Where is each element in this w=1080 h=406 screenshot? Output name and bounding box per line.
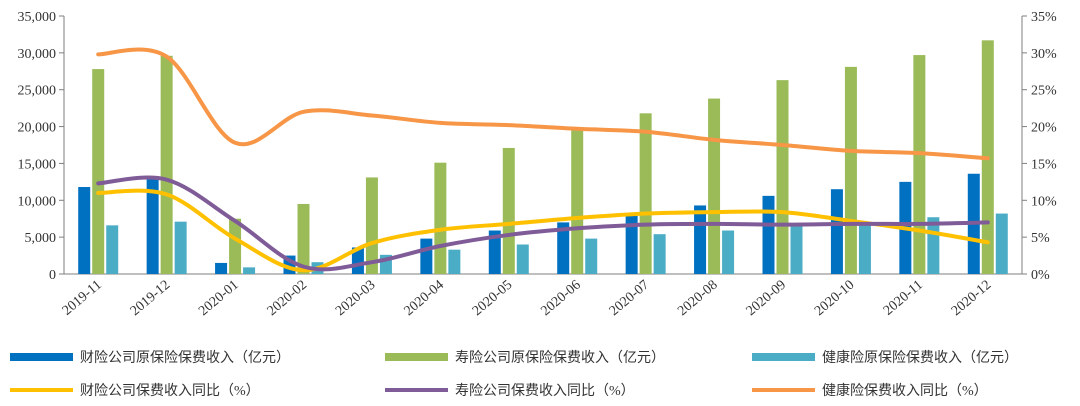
x-tick-label: 2020-07	[607, 278, 652, 319]
x-tick-label: 2020-10	[812, 278, 857, 319]
right-tick-label: 30%	[1031, 47, 1057, 62]
right-tick-label: 15%	[1031, 157, 1057, 172]
bar-3-2020-11	[927, 217, 940, 274]
bar-1-2020-01	[215, 262, 228, 274]
left-tick-label: 0	[49, 268, 56, 283]
right-tick-label: 5%	[1031, 231, 1050, 246]
line-series-group	[96, 47, 990, 273]
x-tick-label: 2020-03	[333, 278, 378, 319]
legend-swatch-bar-3	[752, 353, 815, 361]
bar-3-2020-07	[653, 234, 666, 274]
bar-1-2019-12	[146, 178, 159, 274]
x-tick-label: 2020-02	[265, 278, 310, 319]
legend-label: 财险公司保费收入同比（%）	[80, 383, 260, 399]
x-tick-label: 2020-12	[949, 278, 994, 319]
bar-1-2020-06	[557, 222, 570, 274]
x-tick-label: 2020-01	[196, 278, 241, 319]
bar-1-2020-09	[762, 195, 775, 274]
bar-2-2020-09	[776, 80, 789, 274]
bar-3-2019-12	[174, 221, 187, 274]
bar-1-2020-07	[625, 215, 638, 274]
left-tick-label: 10,000	[18, 194, 57, 209]
legend-swatch-bar-2	[385, 353, 448, 361]
right-tick-label: 0%	[1031, 268, 1050, 283]
bar-3-2020-12	[995, 213, 1008, 274]
bar-1-2020-03	[351, 247, 364, 274]
line-series-3	[96, 47, 990, 161]
bar-2-2019-12	[160, 55, 173, 275]
bar-2-2020-06	[571, 128, 584, 274]
left-tick-label: 35,000	[18, 10, 57, 25]
bar-2-2020-08	[708, 98, 721, 274]
bar-3-2020-06	[585, 238, 598, 274]
bar-1-2020-05	[488, 230, 501, 274]
x-axis-labels: 2019-11 2019-12 2020-01 2020-02 2020-03 2020-…	[60, 278, 995, 319]
legend-label: 财险公司原保险保费收入（亿元）	[80, 350, 290, 366]
bar-3-2020-09	[790, 224, 803, 274]
right-tick-label: 35%	[1031, 10, 1057, 25]
bar-series-group	[78, 40, 1008, 275]
bar-2-2020-01	[229, 218, 242, 274]
left-tick-label: 30,000	[18, 47, 57, 62]
bar-2-2019-11	[92, 69, 105, 275]
left-tick-label: 5,000	[25, 231, 57, 246]
x-tick-label: 2020-08	[675, 278, 720, 319]
bar-2-2020-04	[434, 162, 447, 274]
bar-3-2020-10	[858, 223, 871, 274]
bar-2-2020-11	[913, 55, 926, 274]
legend: 财险公司原保险保费收入（亿元） 寿险公司原保险保费收入（亿元） 健康险原保险保费收入…	[10, 349, 1018, 399]
bar-3-2020-04	[448, 249, 461, 274]
x-tick-label: 2019-11	[60, 278, 105, 319]
x-tick-label: 2019-12	[128, 278, 173, 319]
bar-2-2020-07	[639, 113, 652, 274]
bar-2-2020-05	[502, 147, 515, 274]
line-series-2	[96, 175, 990, 272]
bar-2-2020-02	[297, 203, 310, 274]
right-tick-label: 20%	[1031, 121, 1057, 136]
right-axis: 0% 5% 10% 15% 20% 25% 30% 35%	[1021, 10, 1057, 283]
bar-1-2020-10	[830, 189, 843, 274]
legend-label: 健康险保费收入同比（%）	[822, 382, 988, 399]
line-series-1	[96, 188, 990, 273]
bar-2-2020-10	[844, 66, 857, 274]
left-tick-label: 20,000	[18, 121, 57, 136]
right-tick-label: 10%	[1031, 194, 1057, 209]
bar-3-2020-01	[243, 267, 256, 274]
left-tick-label: 25,000	[18, 84, 57, 99]
bar-3-2020-08	[722, 230, 735, 274]
bar-3-2020-05	[516, 244, 529, 274]
x-tick-label: 2020-04	[402, 278, 447, 319]
bar-2-2020-03	[365, 177, 378, 274]
bar-1-2020-08	[694, 205, 707, 274]
legend-label: 寿险公司原保险保费收入（亿元）	[455, 349, 665, 366]
legend-label: 寿险公司保费收入同比（%）	[455, 382, 635, 399]
bar-3-2019-11	[106, 225, 119, 274]
bar-1-2019-11	[78, 187, 91, 274]
x-tick-label: 2020-06	[538, 278, 583, 319]
bar-1-2020-04	[420, 238, 433, 274]
left-tick-label: 15,000	[18, 157, 57, 172]
x-tick-label: 2020-11	[881, 278, 926, 319]
legend-label: 健康险原保险保费收入（亿元）	[822, 349, 1018, 366]
right-tick-label: 25%	[1031, 84, 1057, 99]
x-tick-label: 2020-05	[470, 278, 515, 319]
legend-swatch-bar-1	[10, 353, 73, 361]
x-tick-label: 2020-09	[744, 278, 789, 319]
